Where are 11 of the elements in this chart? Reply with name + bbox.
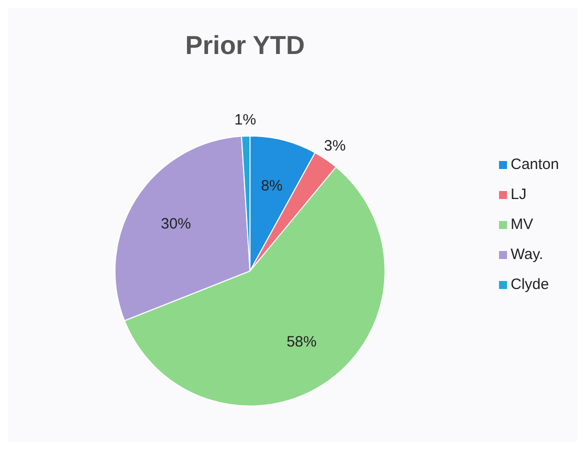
data-label: 3% <box>324 138 346 155</box>
data-label: 1% <box>234 112 256 129</box>
data-label: 8% <box>260 178 283 195</box>
legend-label: MV <box>510 216 534 233</box>
legend-label: LJ <box>510 186 526 203</box>
data-label: 30% <box>160 215 191 232</box>
legend-label: Clyde <box>510 276 549 293</box>
data-label: 58% <box>286 333 317 350</box>
legend-label: Canton <box>510 156 559 173</box>
chart-title: Prior YTD <box>184 30 306 61</box>
legend-label: Way. <box>510 246 544 263</box>
